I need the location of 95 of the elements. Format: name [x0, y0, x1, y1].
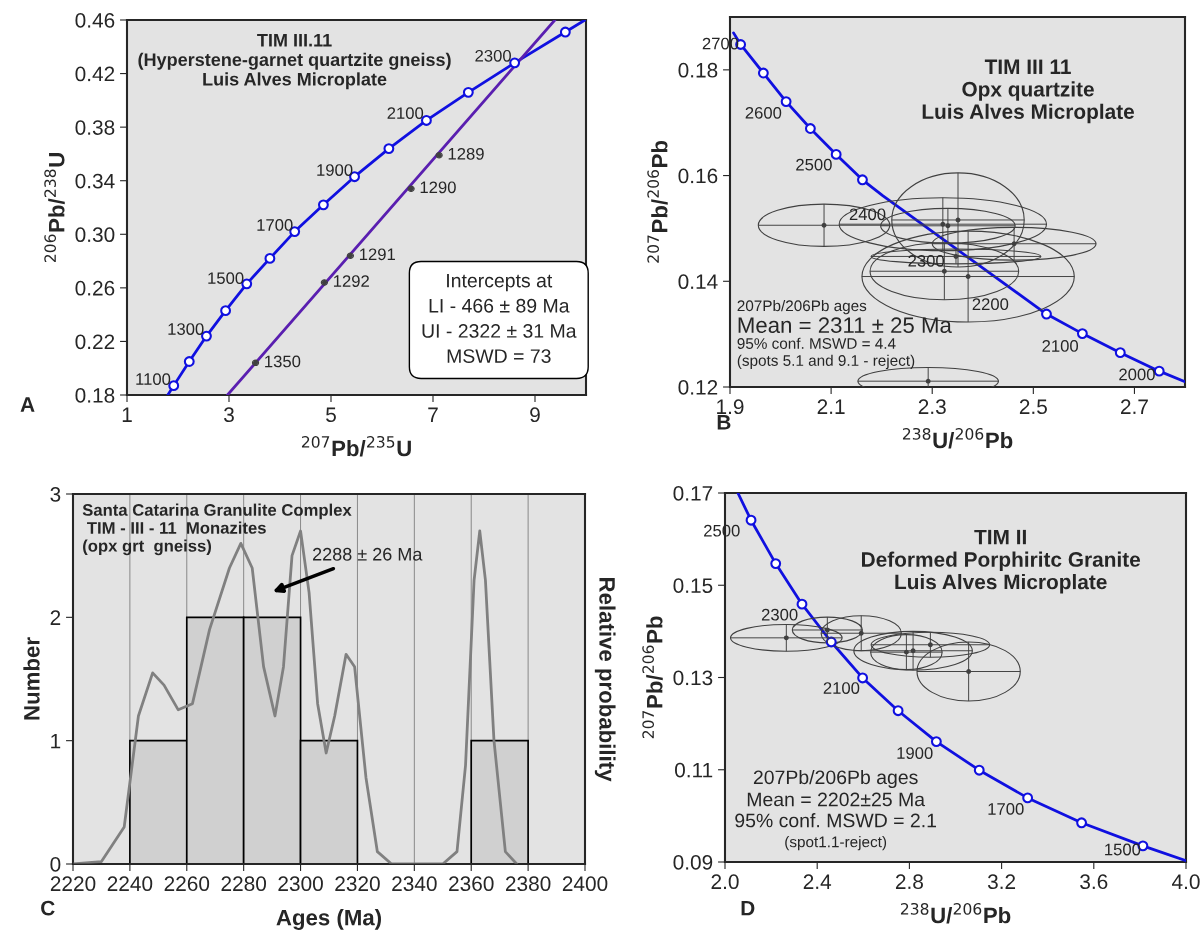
- x-tick-label: 2.0: [711, 874, 739, 890]
- x-tick-label: 2260: [164, 876, 210, 892]
- x-axis-title: Ages (Ma): [276, 909, 381, 930]
- annotation: Mean = 2202±25 Ma: [747, 792, 926, 807]
- x-axis-title: $^{207}$Pb/$^{235}$U: [301, 436, 411, 457]
- annotation: 1700: [988, 803, 1024, 815]
- text: C: [41, 900, 55, 916]
- x-tick-label: 3: [224, 407, 234, 423]
- annotation: 1100: [136, 373, 171, 385]
- annotation: Intercepts at LI - 466 ± 89 Ma UI - 2322 ± 31 Ma MSWD = 73: [422, 273, 577, 363]
- x-tick-label: 1.9: [717, 399, 744, 415]
- y-tick-label: 1: [51, 733, 61, 749]
- y-tick-label: 3: [50, 487, 61, 502]
- y-tick-label: 0.46: [75, 13, 115, 28]
- y-axis-title: $^{207}$Pb/$^{206}$Pb: [642, 616, 663, 739]
- annotation: 1500: [1105, 843, 1141, 856]
- text: TIM III 11 Opx quartzite Luis Alves Microplate: [922, 59, 1135, 124]
- annotation: 1350: [265, 355, 301, 368]
- x-tick-label: 2380: [505, 876, 551, 892]
- x-tick-label: 2.8: [895, 874, 923, 890]
- x-tick-label: 2220: [50, 876, 96, 892]
- x-tick-label: 3.6: [1080, 874, 1108, 890]
- annotation: 207Pb/206Pb ages: [737, 299, 867, 315]
- y-tick-label: 0.18: [678, 62, 718, 78]
- x-tick-label: 2.5: [1019, 399, 1047, 415]
- annotation: 2288 ± 26 Ma: [313, 547, 423, 561]
- x-tick-label: 5: [326, 407, 336, 423]
- y2-axis-title: Relative probability: [594, 578, 616, 782]
- y-axis-title: Number: [23, 637, 40, 720]
- y-tick-label: 0.16: [678, 168, 718, 184]
- y-tick-label: 0.11: [675, 762, 713, 778]
- x-tick-label: 7: [428, 407, 438, 422]
- x-tick-label: 2.4: [803, 874, 832, 889]
- annotation: 2500: [796, 158, 832, 171]
- y-tick-label: 0.30: [75, 227, 115, 243]
- x-tick-label: 3.2: [987, 874, 1016, 890]
- y-tick-label: 0.09: [673, 855, 713, 870]
- y-tick-label: 0.22: [75, 334, 115, 350]
- text: A: [20, 397, 35, 412]
- annotation: 1900: [317, 164, 353, 176]
- x-tick-label: 2340: [392, 876, 437, 892]
- y-axis-title: $^{207}$Pb/$^{206}$Pb: [647, 140, 668, 263]
- y-tick-label: 0.17: [673, 486, 713, 501]
- annotation: 2000: [1119, 368, 1155, 381]
- y-axis-title: $^{206}$Pb/$^{238}$U: [44, 153, 65, 263]
- x-tick-label: 2.7: [1121, 399, 1148, 414]
- x-tick-label: 2.1: [817, 399, 845, 414]
- x-tick-label: 2.3: [918, 399, 946, 415]
- y-tick-label: 2: [50, 610, 61, 625]
- annotation: 2100: [387, 107, 424, 120]
- annotation: 1300: [168, 323, 204, 335]
- annotation: (spots 5.1 and 9.1 - reject): [737, 354, 915, 369]
- x-tick-label: 2320: [335, 876, 380, 892]
- x-tick-label: 2400: [562, 876, 608, 892]
- annotation: 95% conf. MSWD = 4.4: [737, 337, 896, 349]
- annotation: 2100: [823, 682, 860, 694]
- x-tick-label: 2300: [278, 876, 323, 892]
- annotation: 1500: [208, 272, 244, 285]
- annotation: 1292: [333, 275, 369, 287]
- y-tick-label: 0.13: [673, 670, 713, 686]
- annotation: (spot1.1-reject): [785, 836, 887, 851]
- y-tick-label: 0.42: [75, 66, 115, 82]
- x-tick-label: 2280: [221, 876, 267, 892]
- annotation: 1700: [257, 219, 293, 231]
- annotation: 2300: [475, 49, 511, 62]
- x-axis-title: $^{238}$U/$^{206}$Pb: [902, 428, 1013, 449]
- x-tick-label: 2360: [449, 876, 494, 892]
- annotation: 2100: [1042, 340, 1079, 352]
- x-axis-title: $^{238}$U/$^{206}$Pb: [900, 903, 1011, 924]
- annotation: Mean = 2311 ± 25 Ma: [738, 317, 952, 334]
- x-tick-label: 9: [530, 407, 540, 423]
- x-tick-label: 4.0: [1172, 874, 1200, 890]
- text: TIM III.11 (Hyperstene-garnet quartzite gneiss) Luis Alves Microplate: [138, 34, 451, 90]
- x-tick-label: 1: [122, 407, 132, 422]
- annotation: 1291: [359, 248, 395, 261]
- text: D: [741, 901, 755, 916]
- y-tick-label: 0.12: [678, 380, 718, 395]
- annotation: 1289: [448, 147, 484, 160]
- annotation: 207Pb/206Pb ages: [753, 769, 918, 789]
- annotation: 2600: [745, 106, 782, 119]
- y-tick-label: 0.26: [75, 280, 115, 296]
- x-tick-label: 2240: [107, 876, 153, 892]
- y-tick-label: 0: [50, 857, 61, 872]
- annotation: 2200: [972, 298, 1009, 311]
- annotation: 1900: [897, 747, 933, 759]
- annotation: 2300: [761, 608, 798, 621]
- text: B: [717, 415, 731, 430]
- annotation: 1290: [420, 181, 456, 194]
- y-tick-label: 0.34: [75, 173, 115, 189]
- text: TIM II Deformed Porphiritc Granite Luis Alves Microplate: [862, 529, 1141, 594]
- annotation: 95% conf. MSWD = 2.1: [735, 813, 937, 828]
- y-tick-label: 0.18: [75, 388, 115, 403]
- y-tick-label: 0.38: [75, 120, 115, 135]
- y-tick-label: 0.14: [678, 274, 718, 290]
- y-tick-label: 0.15: [673, 578, 713, 593]
